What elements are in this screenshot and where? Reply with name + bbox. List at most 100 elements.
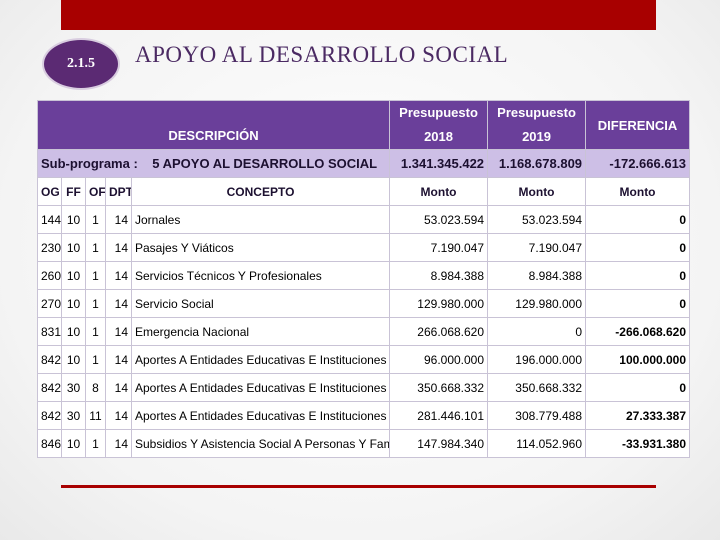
header-presupuesto-2019: Presupuesto 2019 xyxy=(487,100,587,150)
table-body: 144 10 1 14 Jornales 53.023.594 53.023.594 0 230… xyxy=(37,205,691,458)
of-cell: 11 xyxy=(85,401,106,430)
col-monto-2019: Monto xyxy=(487,177,587,206)
col-monto-2018: Monto xyxy=(389,177,489,206)
header-2019-line1: Presupuesto xyxy=(497,105,576,120)
table-row: 842 30 8 14 Aportes A Entidades Educativas E… xyxy=(37,373,691,402)
of-cell: 8 xyxy=(85,373,106,402)
concepto-cell: Aportes A Entidades Educativas E Institu… xyxy=(130,401,391,430)
ff-cell: 10 xyxy=(61,345,86,374)
og-cell: 831 xyxy=(37,317,62,346)
diferencia-cell: 0 xyxy=(585,289,691,318)
monto-2019-cell: 0 xyxy=(487,317,587,346)
diferencia-cell: 0 xyxy=(585,205,691,234)
of-cell: 1 xyxy=(85,289,106,318)
monto-2018-cell: 7.190.047 xyxy=(389,233,489,262)
budget-table: DESCRIPCIÓN Presupuesto 2018 Presupuesto… xyxy=(36,100,691,458)
diferencia-cell: 27.333.387 xyxy=(585,401,691,430)
monto-2018-cell: 147.984.340 xyxy=(389,429,489,458)
dpt-cell: 14 xyxy=(105,373,132,402)
table-row: 831 10 1 14 Emergencia Nacional 266.068.620 0-… xyxy=(37,317,691,346)
ff-cell: 10 xyxy=(61,205,86,234)
monto-2019-cell: 129.980.000 xyxy=(487,289,587,318)
concepto-cell: Aportes A Entidades Educativas E Institu… xyxy=(130,373,391,402)
header-presupuesto-2018: Presupuesto 2018 xyxy=(389,100,489,150)
header-2019-line2: 2019 xyxy=(522,129,551,144)
monto-2019-cell: 308.779.488 xyxy=(487,401,587,430)
og-cell: 846 xyxy=(37,429,62,458)
subprograma-label: Sub-programa : xyxy=(41,156,138,171)
of-cell: 1 xyxy=(85,261,106,290)
monto-2019-cell: 196.000.000 xyxy=(487,345,587,374)
subprograma-cell: Sub-programa : 5 APOYO AL DESARROLLO SOC… xyxy=(36,149,391,178)
of-cell: 1 xyxy=(85,205,106,234)
dpt-cell: 14 xyxy=(105,429,132,458)
monto-2018-cell: 53.023.594 xyxy=(389,205,489,234)
ff-cell: 10 xyxy=(61,317,86,346)
col-og: OG xyxy=(37,177,62,206)
monto-2018-cell: 8.984.388 xyxy=(389,261,489,290)
og-cell: 230 xyxy=(37,233,62,262)
dpt-cell: 14 xyxy=(105,261,132,290)
header-descripcion: DESCRIPCIÓN xyxy=(36,100,391,150)
monto-2019-cell: 114.052.960 xyxy=(487,429,587,458)
monto-2018-cell: 96.000.000 xyxy=(389,345,489,374)
ff-cell: 30 xyxy=(61,373,86,402)
og-cell: 260 xyxy=(37,261,62,290)
monto-2019-cell: 8.984.388 xyxy=(487,261,587,290)
of-cell: 1 xyxy=(85,317,106,346)
monto-2018-cell: 281.446.101 xyxy=(389,401,489,430)
ff-cell: 10 xyxy=(61,261,86,290)
og-cell: 842 xyxy=(37,345,62,374)
monto-2019-cell: 7.190.047 xyxy=(487,233,587,262)
dpt-cell: 14 xyxy=(105,289,132,318)
table-row: 842 10 1 14 Aportes A Entidades Educativas E… xyxy=(37,345,691,374)
col-ff: FF xyxy=(61,177,86,206)
concepto-cell: Emergencia Nacional xyxy=(130,317,391,346)
col-concepto: CONCEPTO xyxy=(130,177,391,206)
monto-2018-cell: 350.668.332 xyxy=(389,373,489,402)
ff-cell: 30 xyxy=(61,401,86,430)
of-cell: 1 xyxy=(85,345,106,374)
section-number-badge: 2.1.5 xyxy=(42,38,120,90)
of-cell: 1 xyxy=(85,233,106,262)
subprograma-total-2018: 1.341.345.422 xyxy=(389,149,489,178)
table-row: 270 10 1 14 Servicio Social 129.980.000 129.98… xyxy=(37,289,691,318)
section-number: 2.1.5 xyxy=(67,56,95,71)
concepto-cell: Aportes A Entidades Educativas E Institu… xyxy=(130,345,391,374)
table-row: 260 10 1 14 Servicios Técnicos Y Profesional… xyxy=(37,261,691,290)
dpt-cell: 14 xyxy=(105,233,132,262)
col-of: OF xyxy=(85,177,106,206)
diferencia-cell: 0 xyxy=(585,373,691,402)
concepto-cell: Servicios Técnicos Y Profesionales xyxy=(130,261,391,290)
subprograma-row: Sub-programa : 5 APOYO AL DESARROLLO SOC… xyxy=(36,149,691,178)
concepto-cell: Subsidios Y Asistencia Social A Personas… xyxy=(130,429,391,458)
monto-2018-cell: 266.068.620 xyxy=(389,317,489,346)
og-cell: 842 xyxy=(37,401,62,430)
dpt-cell: 14 xyxy=(105,317,132,346)
monto-2018-cell: 129.980.000 xyxy=(389,289,489,318)
ff-cell: 10 xyxy=(61,429,86,458)
header-2018-line2: 2018 xyxy=(424,129,453,144)
diferencia-cell: 0 xyxy=(585,233,691,262)
concepto-cell: Servicio Social xyxy=(130,289,391,318)
diferencia-cell: 0 xyxy=(585,261,691,290)
top-accent-bar xyxy=(61,0,656,30)
diferencia-cell: -266.068.620 xyxy=(585,317,691,346)
ff-cell: 10 xyxy=(61,233,86,262)
header-diferencia: DIFERENCIA xyxy=(585,100,691,150)
monto-2019-cell: 53.023.594 xyxy=(487,205,587,234)
diferencia-cell: 100.000.000 xyxy=(585,345,691,374)
subprograma-total-2019: 1.168.678.809 xyxy=(487,149,587,178)
concepto-cell: Pasajes Y Viáticos xyxy=(130,233,391,262)
og-cell: 842 xyxy=(37,373,62,402)
subprograma-name: 5 APOYO AL DESARROLLO SOCIAL xyxy=(152,156,378,171)
of-cell: 1 xyxy=(85,429,106,458)
table-row: 846 10 1 14 Subsidios Y Asistencia Social A … xyxy=(37,429,691,458)
og-cell: 144 xyxy=(37,205,62,234)
ff-cell: 10 xyxy=(61,289,86,318)
col-dpt: DPT xyxy=(105,177,132,206)
col-monto-diferencia: Monto xyxy=(585,177,691,206)
subprograma-diferencia: -172.666.613 xyxy=(585,149,691,178)
table-header-row: DESCRIPCIÓN Presupuesto 2018 Presupuesto… xyxy=(36,100,691,150)
dpt-cell: 14 xyxy=(105,401,132,430)
